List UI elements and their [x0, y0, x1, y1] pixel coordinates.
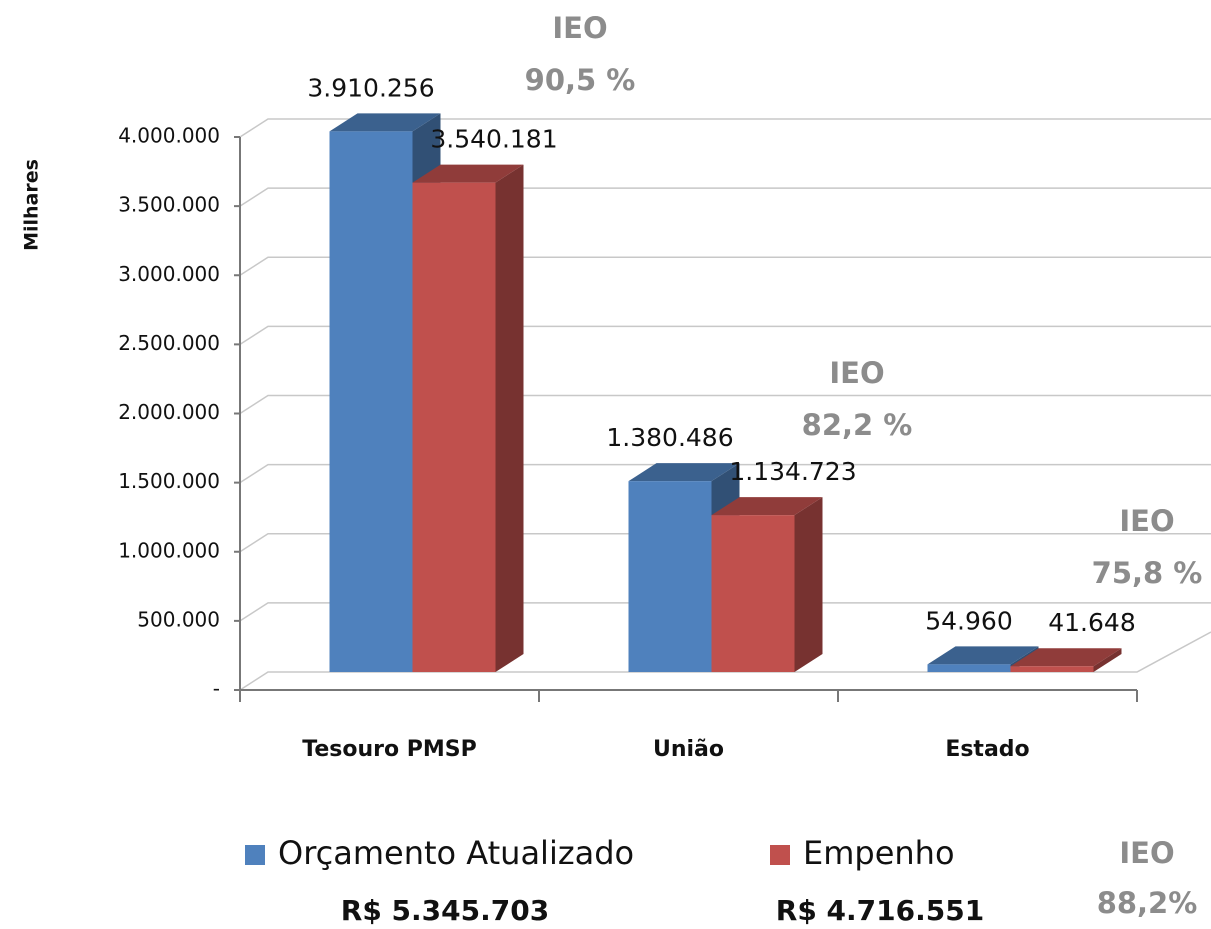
- value-label: 41.648: [1048, 608, 1135, 637]
- y-tick-label: 1.500.000: [118, 469, 220, 493]
- bar-face: [412, 182, 496, 672]
- y-tick-label: 2.500.000: [118, 331, 220, 355]
- series-total: R$ 5.345.703: [341, 894, 549, 927]
- value-label: 3.540.181: [430, 125, 557, 154]
- x-tick-label: Tesouro PMSP: [302, 737, 477, 762]
- bar-face: [1010, 648, 1122, 667]
- bar-face: [412, 164, 524, 183]
- value-label: 1.380.486: [606, 423, 733, 452]
- bar-face: [628, 481, 712, 672]
- grid-line: [239, 187, 1211, 207]
- bar: [711, 497, 823, 672]
- y-tick-label: -: [213, 677, 220, 701]
- bar: [1010, 648, 1122, 672]
- legend-swatch: [770, 845, 790, 865]
- value-label: 3.910.256: [307, 73, 434, 102]
- series-total: R$ 4.716.551: [776, 894, 984, 927]
- ieo-title: IEO: [552, 11, 607, 45]
- grid-line: [239, 394, 1211, 415]
- bar-face: [1093, 648, 1122, 672]
- bar-face: [329, 113, 441, 132]
- bar-face: [927, 664, 1011, 672]
- bar-face: [711, 515, 795, 672]
- value-label: 1.134.723: [729, 457, 856, 486]
- grid-line: [239, 463, 1211, 484]
- bar-face: [628, 463, 740, 482]
- bar-face: [495, 164, 524, 672]
- y-tick-label: 500.000: [137, 607, 220, 631]
- y-tick-label: 2.000.000: [118, 400, 220, 424]
- ieo-value: 90,5 %: [525, 63, 636, 97]
- y-tick-label: 4.000.000: [118, 124, 220, 148]
- legend-label: Empenho: [803, 834, 955, 872]
- grid-line: [239, 602, 1211, 622]
- bar-face: [711, 497, 823, 516]
- value-label: 54.960: [925, 606, 1012, 635]
- ieo-value: 75,8 %: [1092, 556, 1203, 590]
- bar-face: [329, 131, 413, 672]
- y-tick-label: 3.500.000: [118, 193, 220, 217]
- y-tick-label: 3.000.000: [118, 262, 220, 286]
- legend-label: Orçamento Atualizado: [278, 834, 634, 872]
- bar: [412, 164, 524, 672]
- grid-line: [239, 325, 1211, 346]
- x-tick-label: Estado: [945, 737, 1029, 762]
- bar-face: [927, 646, 1039, 665]
- bar-face: [1010, 666, 1094, 672]
- grid-line: [239, 118, 1211, 138]
- y-tick-label: 1.000.000: [118, 538, 220, 562]
- grid-line: [239, 256, 1211, 276]
- grid-line: [239, 533, 1211, 553]
- bar-face: [794, 497, 823, 672]
- overall-ieo-title: IEO: [1119, 836, 1174, 870]
- ieo-title: IEO: [829, 356, 884, 390]
- overall-ieo-value: 88,2%: [1097, 886, 1198, 920]
- ieo-value: 82,2 %: [802, 408, 913, 442]
- ieo-title: IEO: [1119, 504, 1174, 538]
- y-axis-label: Milhares: [21, 159, 43, 251]
- x-tick-label: União: [653, 737, 724, 762]
- legend-swatch: [245, 845, 265, 865]
